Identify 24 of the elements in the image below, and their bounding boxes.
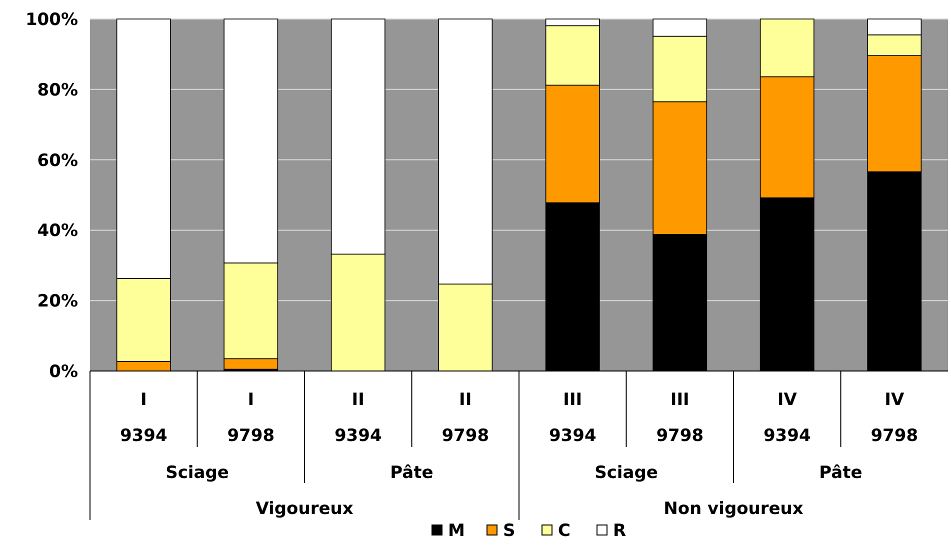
y-tick-label: 80% — [37, 80, 78, 100]
x-tick-label: II 9394 — [334, 390, 382, 446]
y-tick-label: 0% — [49, 362, 78, 382]
x-tick-label: III 9394 — [548, 390, 596, 446]
legend-label: M — [448, 521, 465, 541]
x-tick-label: IV 9798 — [870, 390, 918, 446]
legend-label: C — [558, 521, 570, 541]
y-tick-label: 20% — [37, 292, 78, 312]
legend-label: S — [503, 521, 516, 541]
text: Sciage — [166, 463, 229, 483]
text: Pâte — [819, 463, 862, 483]
text: Sciage — [594, 463, 658, 483]
x-tick-label: I 9394 — [120, 390, 168, 446]
x-tick-label: III 9798 — [656, 390, 704, 446]
legend-label: R — [613, 521, 626, 541]
y-tick-label: 60% — [37, 150, 78, 171]
x-tick-label: I 9798 — [227, 390, 275, 446]
text: Pâte — [390, 463, 434, 483]
x-tick-label: IV 9394 — [763, 390, 811, 446]
x-tick-label: II 9798 — [442, 390, 490, 446]
y-tick-label: 40% — [37, 221, 78, 242]
text: Non vigoureux — [664, 499, 804, 519]
text: Vigoureux — [256, 499, 354, 519]
y-tick-label: 100% — [25, 10, 78, 30]
